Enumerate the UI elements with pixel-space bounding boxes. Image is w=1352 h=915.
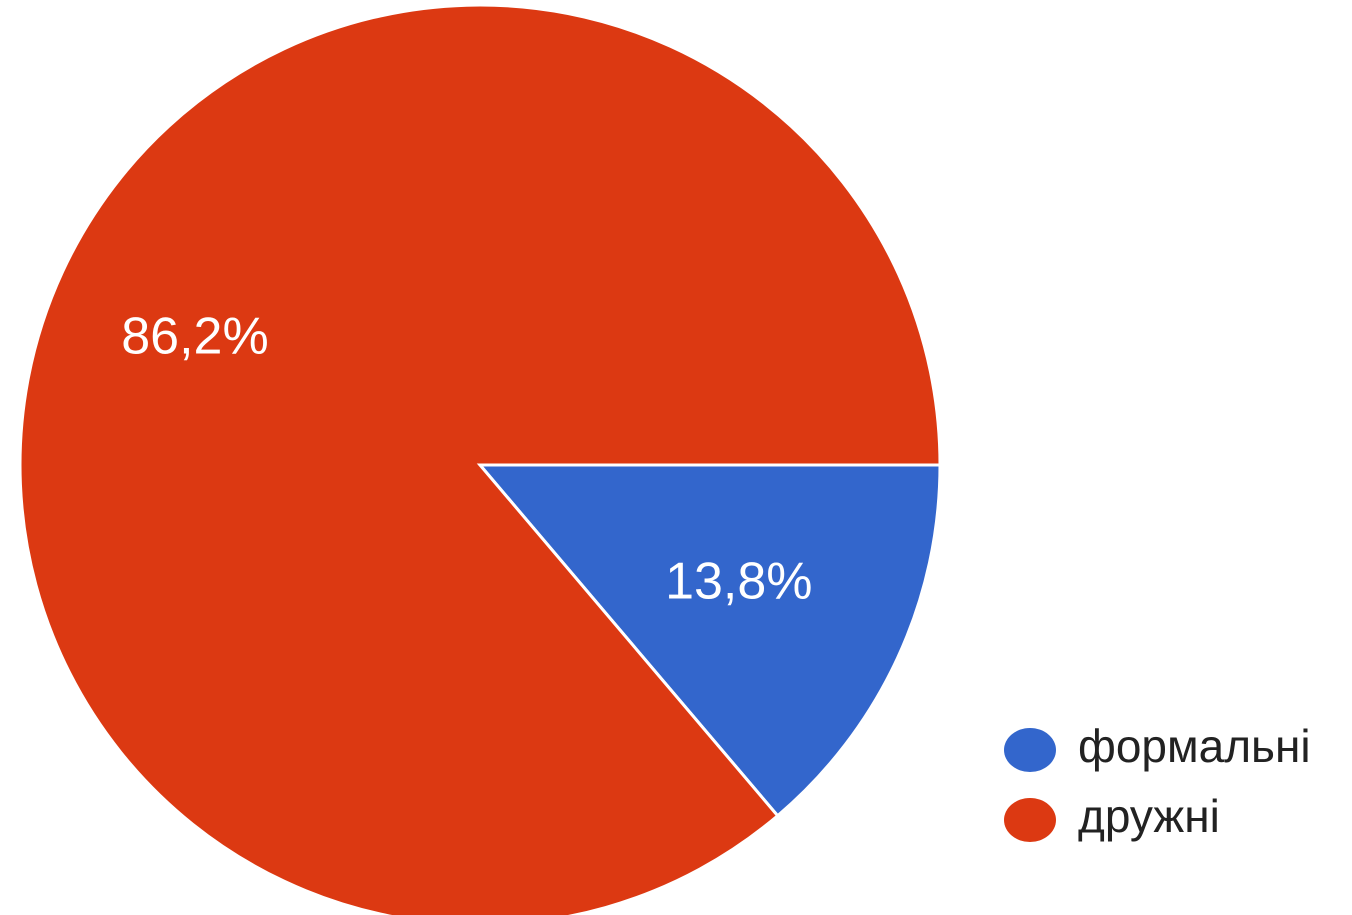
- slice-label-0: 13,8%: [665, 553, 812, 611]
- pie-slice-0[interactable]: [476, 463, 942, 818]
- legend-label-1[interactable]: дружні: [1078, 790, 1220, 842]
- pie-slice-labels: 13,8% 86,2%: [121, 308, 812, 611]
- pie-slices: [18, 3, 942, 915]
- slice-label-1: 86,2%: [121, 308, 268, 366]
- chart-legend: формальні дружні: [1004, 720, 1311, 842]
- legend-swatch-1: [1004, 798, 1056, 842]
- legend-label-0[interactable]: формальні: [1078, 720, 1311, 772]
- pie-slice-1[interactable]: [18, 3, 942, 915]
- legend-swatch-0: [1004, 728, 1056, 772]
